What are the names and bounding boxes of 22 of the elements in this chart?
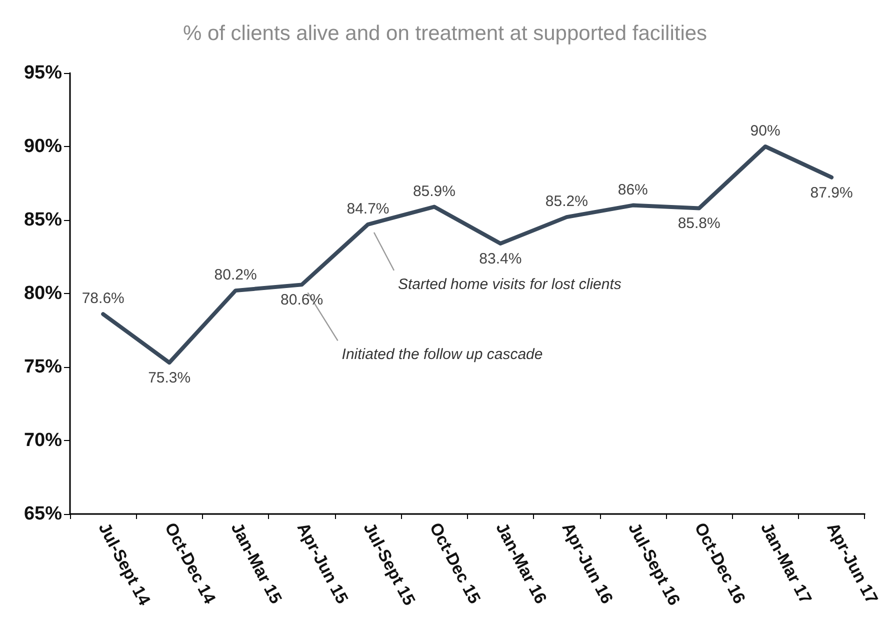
- y-tick-label: 65%: [24, 504, 62, 524]
- data-label: 87.9%: [810, 184, 853, 202]
- data-label: 85.9%: [412, 182, 456, 200]
- data-label: 90%: [750, 122, 780, 140]
- annotation: Initiated the follow up cascade: [342, 346, 543, 364]
- data-label: 80.2%: [214, 266, 257, 284]
- y-tick-label: 85%: [24, 210, 62, 230]
- data-label: 75.3%: [148, 370, 191, 387]
- data-label: 86%: [618, 181, 648, 198]
- data-label: 80.6%: [280, 292, 324, 309]
- annotation: Started home visits for lost clients: [398, 276, 622, 293]
- y-tick-label: 80%: [24, 283, 62, 304]
- data-label: 83.4%: [479, 250, 522, 268]
- y-tick-label: 70%: [24, 430, 62, 451]
- data-label: 78.6%: [82, 290, 124, 308]
- y-tick-label: 95%: [24, 62, 62, 84]
- data-label: 84.7%: [346, 200, 390, 218]
- chart-title: % of clients alive and on treatment at supported facilities: [182, 22, 708, 45]
- y-tick-label: 90%: [24, 136, 62, 157]
- data-label: 85.8%: [678, 215, 720, 232]
- y-tick-label: 75%: [24, 356, 62, 378]
- data-label: 85.2%: [545, 193, 588, 210]
